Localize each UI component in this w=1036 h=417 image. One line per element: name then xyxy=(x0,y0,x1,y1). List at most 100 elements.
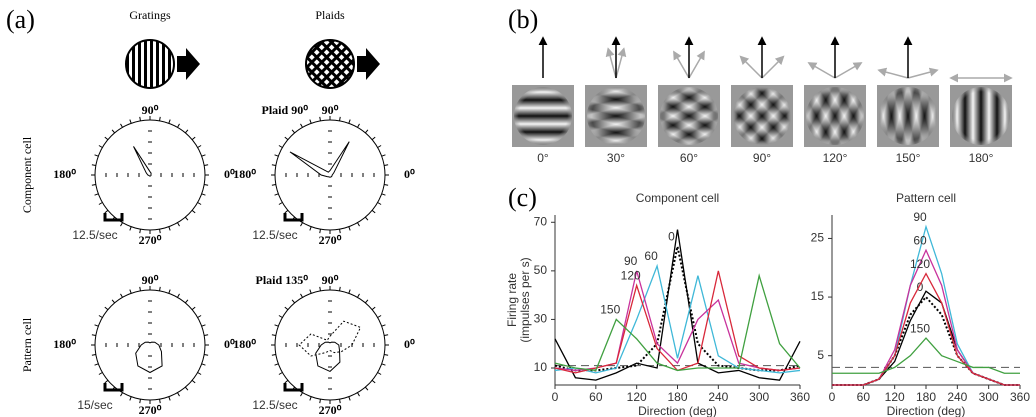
polar-tick xyxy=(204,184,209,186)
x-tick-label: 120 xyxy=(627,390,647,404)
polar-tick xyxy=(129,119,132,124)
polar-tick xyxy=(284,379,289,384)
polar-tick xyxy=(197,202,202,205)
component-arrow xyxy=(807,62,836,79)
angle-label: 90⁰ xyxy=(142,273,159,287)
polar-tick xyxy=(139,286,141,291)
scale-bar xyxy=(283,213,304,222)
polar-tick xyxy=(159,229,161,234)
polar-tick xyxy=(191,209,196,214)
polar-tick xyxy=(284,306,289,311)
polar-tick xyxy=(309,396,312,401)
polar-tick xyxy=(339,286,341,291)
series-line xyxy=(832,295,1020,386)
polar-tick xyxy=(191,379,196,384)
polar-tick xyxy=(291,129,296,134)
polar-tick xyxy=(319,229,321,234)
column-title: Plaids xyxy=(315,8,345,22)
polar-tick xyxy=(91,334,96,336)
series-label: 120 xyxy=(621,269,641,283)
polar-tick xyxy=(274,363,279,366)
y-tick-label: 15 xyxy=(811,289,825,303)
polar-tick xyxy=(129,289,132,294)
series-label: 90 xyxy=(913,210,927,224)
polar-tick xyxy=(381,324,386,327)
stimulus-label: 90° xyxy=(753,151,771,165)
polar-tick xyxy=(197,315,202,318)
polar-tick xyxy=(300,222,303,227)
polar-tick xyxy=(197,145,202,148)
stimulus-label: 180° xyxy=(969,151,994,165)
component-arrow xyxy=(834,62,863,79)
scale-bar-label: 12.5/sec xyxy=(252,228,297,242)
stimulus-label: 60° xyxy=(680,151,698,165)
polar-tick xyxy=(191,306,196,311)
angle-label: 270⁰ xyxy=(319,233,342,247)
polar-tick xyxy=(129,396,132,401)
polar-tick xyxy=(98,202,103,205)
x-tick-label: 240 xyxy=(947,390,967,404)
stimulus-label: 150° xyxy=(896,151,921,165)
polar-tick xyxy=(377,372,382,375)
polar-tick xyxy=(309,226,312,231)
series-line xyxy=(554,263,801,374)
polar-tick xyxy=(139,229,141,234)
polar-tick xyxy=(357,123,360,128)
y-tick-label: 70 xyxy=(534,214,548,228)
polar-tick xyxy=(201,363,206,366)
polar-tick xyxy=(284,209,289,214)
stimulus-label: 0° xyxy=(537,151,549,165)
series-line xyxy=(554,229,801,381)
series-line xyxy=(832,272,1020,386)
y-tick-label: 5 xyxy=(817,348,824,362)
polar-tick xyxy=(177,392,180,397)
polar-tick xyxy=(177,123,180,128)
x-tick-label: 0 xyxy=(829,390,836,404)
polar-tick xyxy=(98,145,103,148)
angle-label: 270⁰ xyxy=(319,403,342,417)
polar-tick xyxy=(98,315,103,318)
x-tick-label: 60 xyxy=(589,390,603,404)
component-arrow xyxy=(605,47,617,79)
polar-tick xyxy=(357,222,360,227)
polar-tick xyxy=(168,226,171,231)
motion-arrow xyxy=(177,48,200,80)
polar-tick xyxy=(381,193,386,196)
polar-tick xyxy=(159,116,161,121)
edge-fade xyxy=(950,85,1012,147)
polar-tick xyxy=(104,379,109,384)
polar-tick xyxy=(377,202,382,205)
chart-title: Component cell xyxy=(636,191,719,205)
polar-tick xyxy=(278,202,283,205)
polar-tick xyxy=(184,129,189,134)
component-arrow xyxy=(688,50,705,79)
angle-label: 90⁰ xyxy=(322,273,339,287)
polar-tick xyxy=(120,392,123,397)
x-tick-label: 360 xyxy=(1010,390,1030,404)
x-tick-label: 240 xyxy=(708,390,728,404)
scale-bar-label: 12.5/sec xyxy=(72,228,117,242)
y-tick-label: 30 xyxy=(534,312,548,326)
motion-arrow xyxy=(357,48,380,80)
polar-tick xyxy=(274,154,279,157)
scale-bar-label: 15/sec xyxy=(77,398,112,412)
polar-tick xyxy=(371,209,376,214)
tuning-curve xyxy=(133,146,152,177)
polar-tick xyxy=(384,354,389,356)
polar-tick xyxy=(159,286,161,291)
series-label: 150 xyxy=(600,303,620,317)
x-tick-label: 300 xyxy=(979,390,999,404)
polar-tick xyxy=(120,293,123,298)
polar-tick xyxy=(271,334,276,336)
polar-tick xyxy=(120,123,123,128)
polar-tick xyxy=(191,136,196,141)
polar-tick xyxy=(339,116,341,121)
polar-tick xyxy=(168,289,171,294)
polar-tick xyxy=(91,354,96,356)
angle-label: 180⁰ xyxy=(233,337,256,351)
polar-tick xyxy=(300,123,303,128)
scale-bar xyxy=(103,213,124,222)
polar-tick xyxy=(274,324,279,327)
polar-tick xyxy=(357,293,360,298)
